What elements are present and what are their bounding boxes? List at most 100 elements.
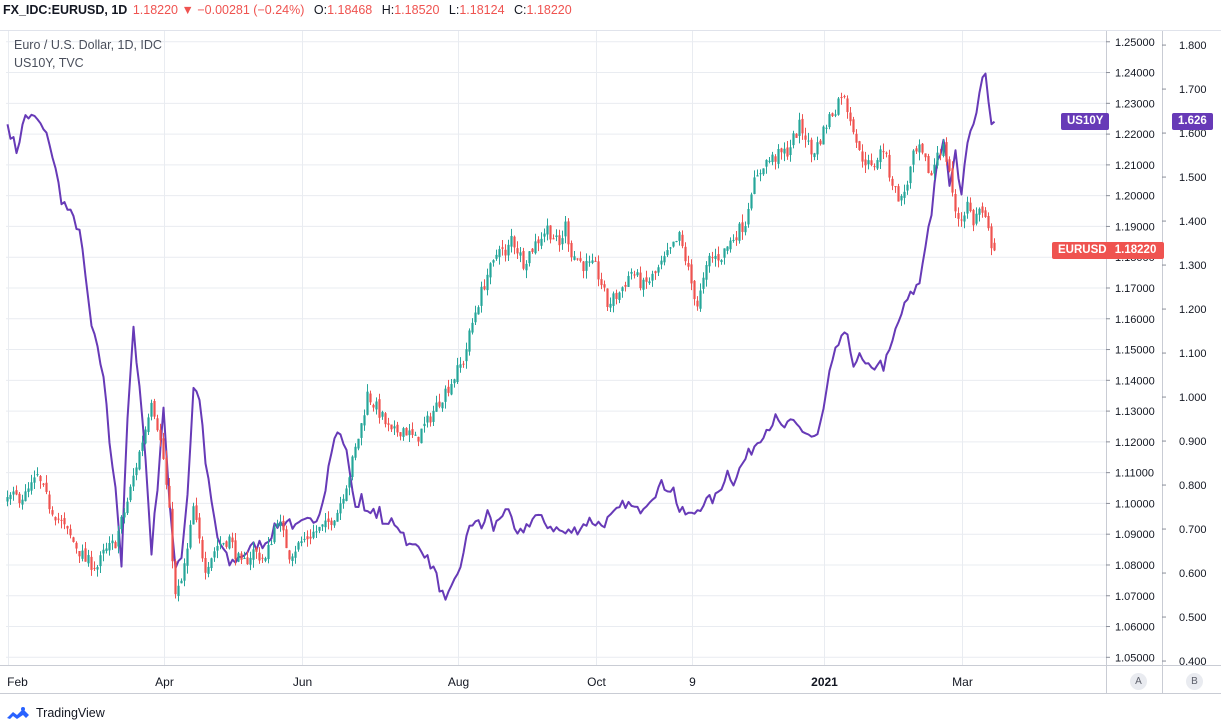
candle-body (204, 558, 207, 573)
scale-b-button[interactable]: B (1186, 673, 1203, 690)
candle-body (492, 260, 495, 263)
us10y-price-label: 0.800 (1179, 480, 1207, 492)
candle-body (477, 307, 480, 315)
candle-body (345, 488, 348, 501)
main-series-legend[interactable]: Euro / U.S. Dollar, 1D, IDC (14, 38, 162, 52)
candle-body (909, 166, 912, 184)
candle-body (777, 149, 780, 164)
candle-body (177, 585, 180, 596)
candle-body (234, 540, 237, 560)
us10y-price-label: 1.100 (1179, 348, 1207, 360)
candle-body (24, 491, 27, 502)
candle-body (264, 558, 267, 561)
candle-body (243, 558, 246, 560)
candle-body (609, 303, 612, 308)
candle-body (75, 542, 78, 549)
candle-body (405, 427, 408, 436)
candle-body (402, 428, 405, 437)
eurusd-price-label: 1.11000 (1115, 468, 1154, 480)
candle-body (219, 543, 222, 545)
candle-body (621, 287, 624, 292)
candle-body (678, 232, 681, 241)
candle-body (396, 424, 399, 433)
low-value: 1.18124 (459, 3, 505, 17)
candle-body (501, 247, 504, 249)
candle-body (675, 241, 678, 243)
candle-body (903, 191, 906, 198)
candle-body (672, 241, 675, 247)
eurusd-price-label: 1.22000 (1115, 129, 1155, 141)
candle-body (954, 194, 957, 212)
high-value: 1.18520 (394, 3, 440, 17)
tradingview-logo-icon (7, 707, 29, 719)
candle-body (51, 510, 54, 515)
price-change: −0.00281 (−0.24%) (197, 3, 305, 17)
candle-body (321, 524, 324, 527)
candle-body (747, 208, 750, 225)
eurusd-price-label: 1.14000 (1115, 375, 1155, 387)
candle-body (213, 551, 216, 558)
candle-body (879, 149, 882, 163)
candle-body (516, 248, 519, 254)
candle-body (318, 526, 321, 531)
compare-series-legend[interactable]: US10Y, TVC (14, 56, 84, 70)
symbol-name[interactable]: FX_IDC:EURUSD, 1D (3, 3, 128, 17)
candle-body (84, 548, 87, 562)
candle-body (615, 292, 618, 299)
eurusd-price-label: 1.13000 (1115, 406, 1155, 418)
candle-body (12, 491, 15, 495)
candle-body (924, 153, 927, 158)
candle-body (426, 415, 429, 423)
candle-body (195, 505, 198, 520)
candle-body (411, 429, 414, 435)
eurusd-name: EURUSD (1058, 243, 1107, 256)
candle-body (168, 485, 171, 508)
candle-body (66, 526, 69, 529)
candle-body (36, 474, 39, 476)
candle-body (375, 401, 378, 410)
candle-body (117, 530, 120, 547)
candle-body (759, 173, 762, 175)
candle-body (18, 493, 21, 504)
candle-body (210, 558, 213, 569)
candle-body (408, 430, 411, 436)
close-label: C: (514, 3, 527, 17)
candle-body (825, 127, 828, 129)
candle-body (873, 166, 876, 168)
candle-body (681, 234, 684, 247)
time-axis-label: Apr (155, 675, 174, 689)
time-axis-label: Aug (448, 675, 469, 689)
candle-body (462, 363, 465, 365)
candle-body (888, 154, 891, 178)
candle-body (699, 290, 702, 309)
eurusd-price-label: 1.10000 (1115, 498, 1155, 510)
candle-body (852, 119, 855, 133)
auto-scale-button[interactable]: A (1130, 673, 1147, 690)
eurusd-price: 1.18220 (1114, 243, 1157, 256)
candle-body (702, 277, 705, 289)
candle-body (546, 225, 549, 235)
eurusd-price-label: 1.08000 (1115, 560, 1155, 572)
candle-body (420, 428, 423, 444)
candle-body (171, 508, 174, 562)
candle-body (654, 271, 657, 274)
candle-body (870, 160, 873, 165)
candle-body (876, 160, 879, 169)
candle-body (585, 260, 588, 271)
candle-body (273, 527, 276, 543)
candle-body (969, 202, 972, 212)
candle-body (57, 518, 60, 520)
candle-body (540, 238, 543, 246)
candle-body (237, 553, 240, 562)
candle-body (399, 432, 402, 437)
candle-body (201, 539, 204, 559)
candle-body (96, 567, 99, 570)
candle-body (723, 248, 726, 258)
candle-body (957, 213, 960, 219)
candle-body (537, 239, 540, 244)
eurusd-name-tag: EURUSD 1.18220 (1052, 241, 1164, 259)
candle-body (372, 404, 375, 408)
us10y-price-label: 1.400 (1179, 216, 1207, 228)
candle-body (684, 246, 687, 262)
